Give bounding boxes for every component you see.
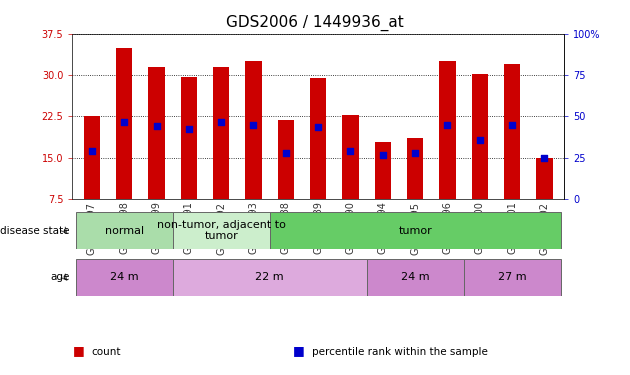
Point [87,148,97,154]
Bar [536,158,553,199]
Text: 22 m: 22 m [255,273,284,282]
Text: normal: normal [105,226,144,236]
Bar [173,259,367,296]
Point [378,152,388,158]
Point [281,150,291,156]
Point [119,119,129,125]
Bar [76,259,173,296]
Point [410,150,420,156]
Bar [116,48,132,199]
Text: ■: ■ [72,344,84,357]
Bar [246,61,261,199]
Text: count: count [91,347,121,357]
Text: 27 m: 27 m [498,273,527,282]
Text: 24 m: 24 m [401,273,430,282]
Bar [149,67,164,199]
Text: GDS2006 / 1449936_at: GDS2006 / 1449936_at [226,15,404,31]
Point [248,122,258,128]
Text: ■: ■ [293,344,305,357]
Text: age: age [50,273,69,282]
Bar [472,75,488,199]
Bar [76,212,173,249]
Point [507,122,517,128]
Bar [375,142,391,199]
Text: disease state: disease state [0,226,69,236]
Bar [213,67,229,199]
Point [184,126,194,132]
Bar [84,116,100,199]
Point [475,137,485,143]
Bar [278,120,294,199]
Bar [407,138,423,199]
Bar [173,212,270,249]
Point [216,119,226,125]
Point [442,122,452,128]
Text: 24 m: 24 m [110,273,139,282]
Point [539,154,549,160]
Bar [270,212,561,249]
Point [313,124,323,130]
Bar [310,78,326,199]
Bar [439,61,455,199]
Bar [504,64,520,199]
Text: percentile rank within the sample: percentile rank within the sample [312,347,488,357]
Bar [367,259,464,296]
Point [151,123,161,129]
Bar [181,77,197,199]
Text: tumor: tumor [398,226,432,236]
Text: non-tumor, adjacent to
tumor: non-tumor, adjacent to tumor [157,220,285,242]
Bar [464,259,561,296]
Point [345,148,355,154]
Bar [342,115,358,199]
